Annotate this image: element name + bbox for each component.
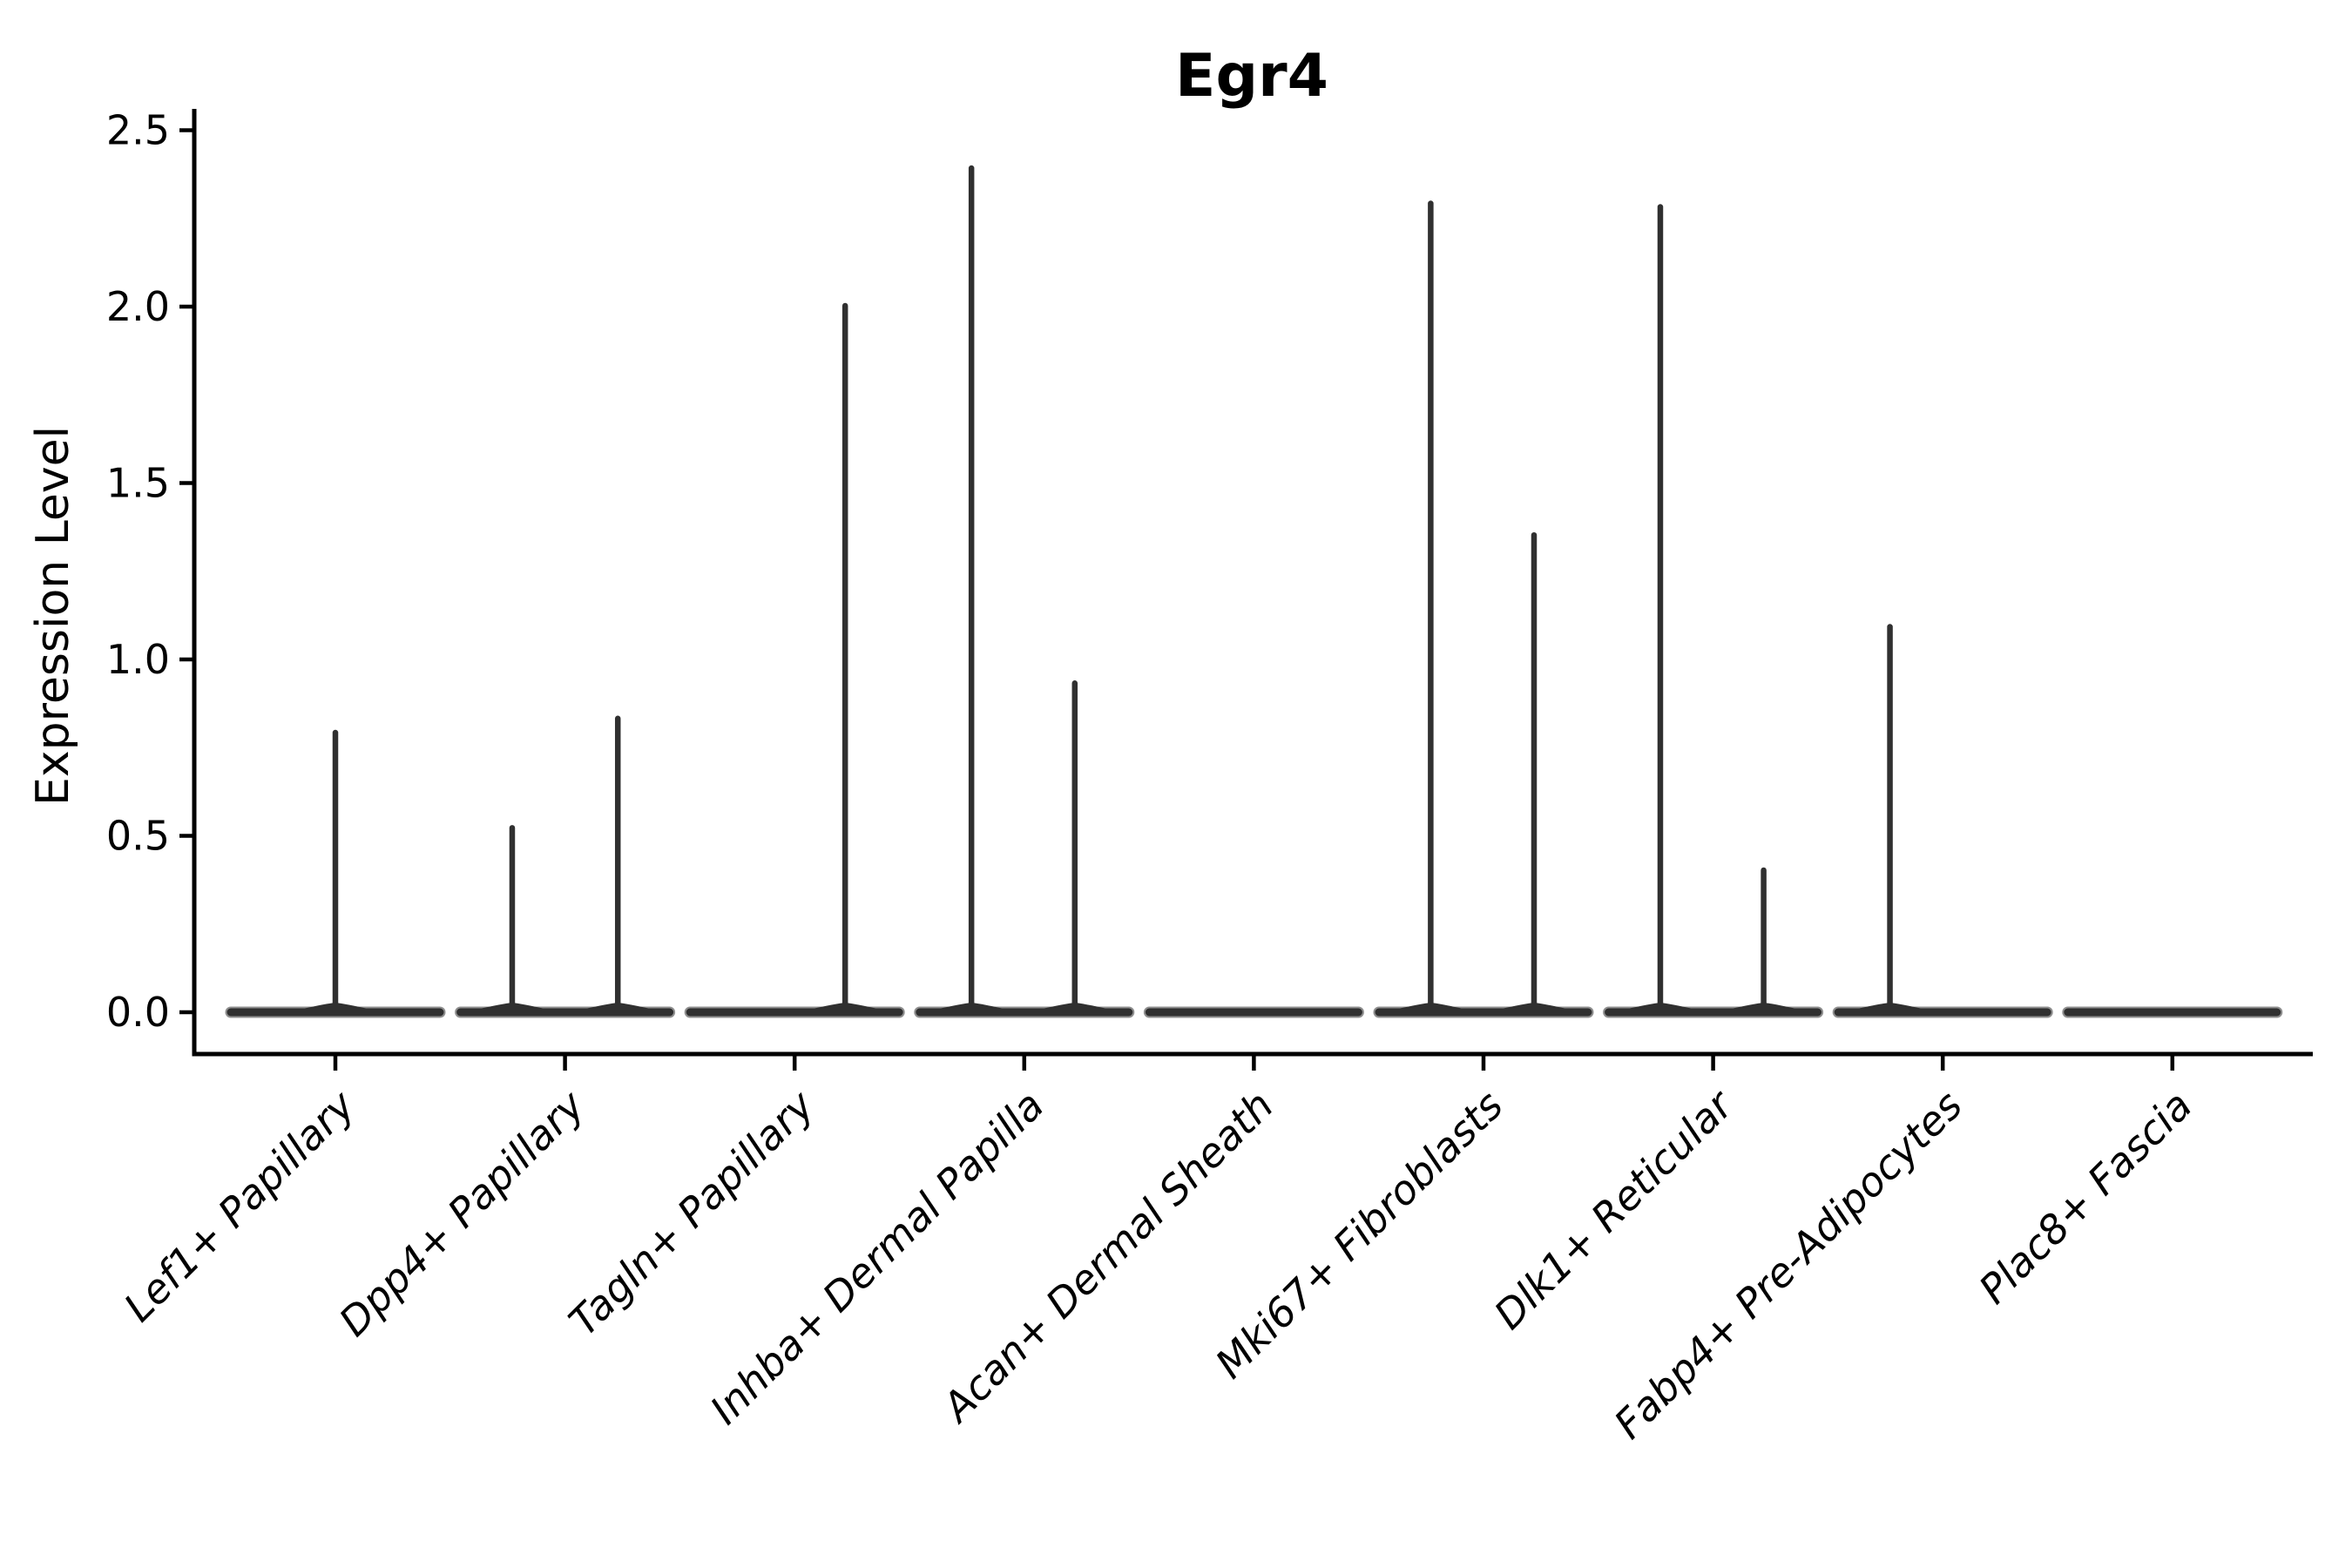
violin	[455, 715, 676, 1018]
violins-layer	[225, 165, 2283, 1018]
violin	[684, 302, 905, 1018]
y-tick-label: 1.0	[106, 636, 170, 683]
violin	[1373, 200, 1594, 1018]
y-axis-ticks: 0.0 0.5 1.0 1.5 2.0 2.5	[106, 107, 194, 1036]
plot-title: Egr4	[1175, 42, 1328, 111]
violin	[1603, 204, 1824, 1018]
violin	[914, 165, 1135, 1018]
y-tick-label: 2.0	[106, 283, 170, 330]
y-tick-label: 1.5	[106, 460, 170, 507]
y-tick-label: 2.5	[106, 107, 170, 154]
violin	[225, 729, 446, 1018]
y-tick-label: 0.0	[106, 989, 170, 1036]
y-tick-label: 0.5	[106, 813, 170, 860]
y-axis-label: Expression Level	[27, 426, 79, 806]
violin	[1832, 624, 2053, 1018]
